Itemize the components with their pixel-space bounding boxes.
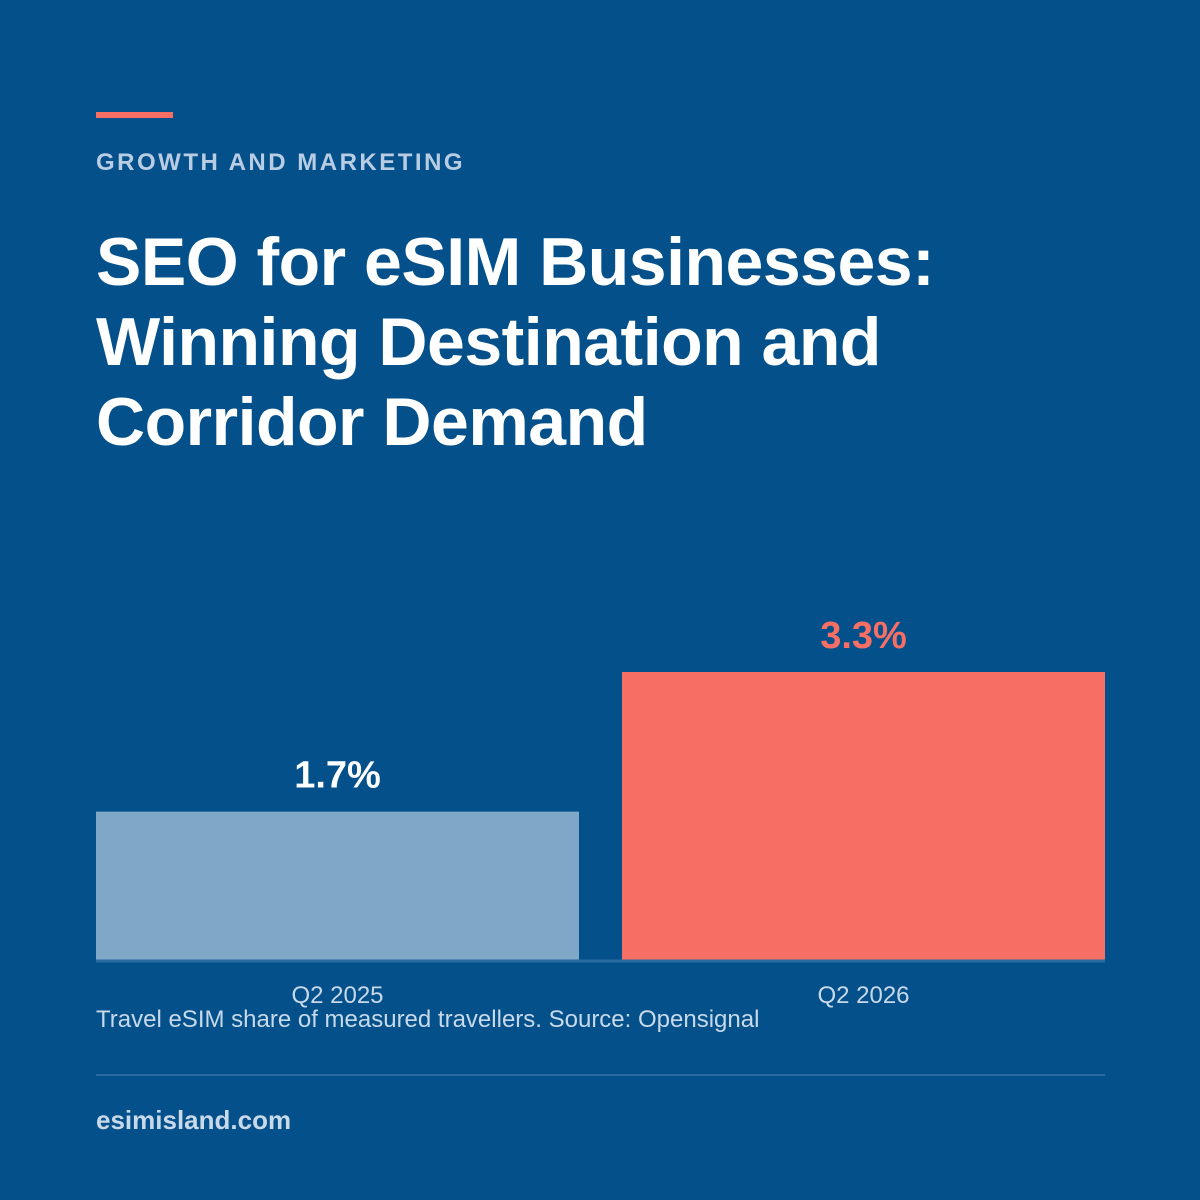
accent-bar (96, 112, 173, 118)
chart-caption: Travel eSIM share of measured travellers… (96, 1006, 760, 1033)
footer-divider (96, 1074, 1105, 1076)
bar-q2-2026 (622, 672, 1105, 960)
bar-q2-2025 (96, 811, 579, 960)
page-title: SEO for eSIM Businesses: Winning Destina… (96, 224, 935, 460)
site-url: esimisland.com (96, 1105, 292, 1135)
bar-value-label: 1.7% (294, 755, 381, 797)
x-tick-label: Q2 2025 (291, 982, 383, 1009)
bar-value-label: 3.3% (820, 615, 907, 657)
x-tick-label: Q2 2026 (817, 982, 909, 1009)
category-kicker: GROWTH AND MARKETING (96, 149, 466, 176)
